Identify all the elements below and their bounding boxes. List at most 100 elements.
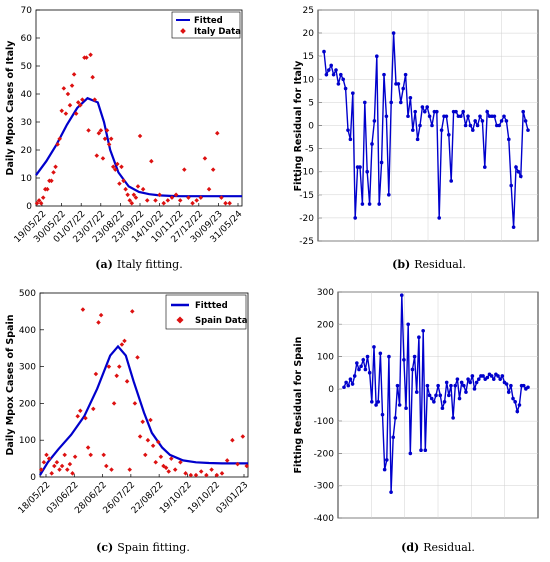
residual-point	[351, 91, 355, 95]
y-ticks-c: 0 100 200 300 400 500	[19, 289, 44, 483]
residual-point	[384, 458, 389, 462]
y-tick-label: -100	[314, 417, 335, 427]
residual-point	[329, 63, 334, 68]
residual-point	[376, 399, 381, 404]
residual-point	[444, 380, 449, 385]
data-point	[143, 452, 148, 458]
residual-point	[466, 114, 470, 119]
residual-point	[355, 361, 359, 365]
residual-point	[370, 142, 374, 146]
residual-point	[374, 403, 378, 407]
data-point	[38, 200, 44, 206]
data-point	[169, 456, 174, 461]
y-axis-label-b: Fitting Residual for Italy	[293, 60, 304, 192]
residual-point	[384, 114, 389, 119]
y-tick-label: 0	[308, 122, 314, 132]
residual-point	[454, 109, 458, 114]
legend-box-a	[171, 11, 241, 39]
residual-point	[413, 109, 418, 114]
residual-point	[498, 377, 502, 381]
caption-tag-b: (b)	[392, 258, 410, 271]
residual-point	[399, 100, 403, 105]
residual-point	[507, 137, 511, 142]
residual-point	[410, 367, 415, 372]
legend-label-data-a: Italy Data	[194, 27, 241, 37]
data-point	[96, 130, 102, 136]
data-point	[148, 417, 153, 423]
residual-point	[344, 380, 348, 385]
residual-point	[382, 467, 387, 472]
residual-point	[444, 114, 449, 119]
residual-point	[396, 82, 401, 86]
legend-label-fitted-c: Fittted	[195, 301, 228, 311]
residual-point	[404, 406, 408, 411]
data-point	[65, 467, 70, 472]
residual-point	[341, 77, 346, 82]
residual-point	[331, 72, 336, 77]
residual-point	[372, 119, 377, 123]
residual-point	[359, 364, 363, 369]
residual-point	[472, 387, 477, 391]
data-point	[188, 472, 194, 478]
data-point	[36, 198, 42, 203]
residual-point	[429, 396, 434, 401]
residual-point	[451, 416, 455, 420]
y-tick-label: 5	[308, 98, 314, 108]
data-point	[113, 167, 118, 172]
residual-point	[365, 354, 370, 359]
residual-point	[463, 123, 468, 128]
data-point	[98, 312, 104, 318]
residual-point	[348, 137, 353, 142]
residual-point	[455, 377, 460, 381]
fitted-line	[39, 344, 248, 476]
residual-point	[406, 322, 410, 327]
data-point	[67, 102, 73, 108]
y-tick-label: 20	[21, 146, 33, 156]
residual-point	[399, 293, 404, 298]
data-point	[78, 102, 83, 108]
data-point	[92, 97, 97, 102]
residual-point	[478, 114, 482, 119]
residual-point	[476, 377, 481, 381]
residual-point	[485, 109, 490, 114]
residual-point	[504, 119, 509, 123]
residual-point	[521, 109, 525, 114]
residual-point	[423, 109, 427, 114]
caption-text-b: Residual.	[414, 258, 466, 271]
data-point	[104, 463, 109, 469]
residual-point	[521, 383, 526, 388]
residual-point	[514, 165, 518, 169]
data-point	[137, 434, 143, 439]
data-point	[214, 472, 220, 478]
data-point	[100, 156, 106, 161]
y-tick-label: 50	[21, 62, 33, 72]
residual-point	[462, 383, 466, 388]
residual-point	[389, 490, 393, 494]
residual-point	[483, 165, 487, 169]
residual-point	[461, 109, 466, 114]
residual-point	[336, 82, 341, 86]
residual-point	[499, 119, 504, 123]
data-point	[209, 467, 214, 472]
residual-point	[352, 374, 357, 378]
caption-b: (b) Residual.	[392, 258, 466, 271]
residual-point	[391, 435, 396, 440]
residual-point	[511, 396, 515, 401]
data-point	[240, 434, 246, 439]
residual-point	[363, 100, 367, 105]
y-axis-label-d: Fitting Residual for Spain	[293, 336, 304, 473]
residual-point	[447, 393, 451, 398]
data-point	[86, 128, 91, 133]
y-tick-label: 100	[19, 436, 36, 446]
data-point	[84, 55, 89, 60]
residual-point	[453, 383, 458, 388]
plot-area-a	[35, 9, 243, 207]
residual-point	[375, 54, 379, 58]
data-point	[90, 74, 95, 80]
data-point	[183, 471, 188, 476]
residual-point	[361, 358, 366, 362]
y-tick-label: 300	[19, 363, 36, 373]
residual-point	[377, 202, 382, 206]
residual-point	[471, 128, 475, 132]
data-point	[135, 355, 140, 360]
